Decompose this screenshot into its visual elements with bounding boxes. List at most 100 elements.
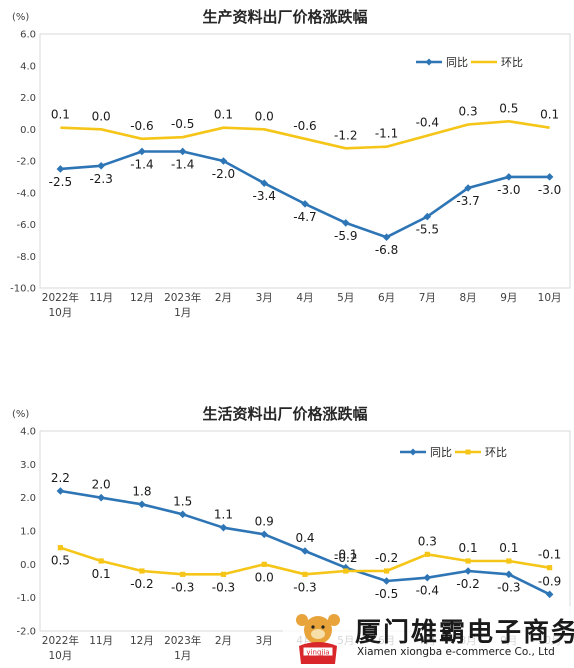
data-label: -1.2 bbox=[334, 128, 357, 142]
data-label: -2.5 bbox=[49, 175, 72, 189]
data-point-marker bbox=[423, 212, 432, 221]
data-label: 2.2 bbox=[51, 471, 70, 485]
x-tick-label: 2月 bbox=[215, 292, 232, 304]
data-point-marker bbox=[56, 165, 65, 173]
data-point-marker bbox=[505, 570, 513, 579]
data-label: -0.5 bbox=[375, 587, 398, 601]
data-label: -0.3 bbox=[171, 580, 194, 594]
data-label: -3.0 bbox=[497, 183, 520, 197]
data-point-marker bbox=[260, 179, 269, 188]
data-point-marker bbox=[301, 200, 309, 208]
x-tick-label: 11月 bbox=[89, 292, 113, 304]
data-point-marker bbox=[178, 147, 187, 156]
data-label: 0.1 bbox=[499, 541, 518, 555]
data-label: 0.9 bbox=[255, 514, 274, 528]
data-label: 0.4 bbox=[295, 531, 314, 545]
x-tick-label: 8月 bbox=[459, 292, 476, 304]
watermark: yingjia 厦门雄霸电子商务 Xiamen xiongba e-commer… bbox=[283, 606, 574, 668]
data-label: -0.4 bbox=[416, 584, 439, 598]
x-tick-label: 2022年 bbox=[42, 291, 79, 304]
data-point-marker bbox=[261, 561, 267, 567]
data-point-marker bbox=[382, 233, 391, 241]
y-tick-label: 0.0 bbox=[20, 125, 36, 136]
y-tick-label: 3.0 bbox=[20, 460, 36, 471]
x-tick-label: 6月 bbox=[378, 292, 395, 304]
y-tick-label: -2.0 bbox=[16, 157, 36, 168]
data-label: 1.5 bbox=[173, 494, 192, 508]
y-tick-label: 6.0 bbox=[20, 30, 36, 41]
y-tick-label: 4.0 bbox=[20, 427, 36, 438]
data-point-marker bbox=[341, 219, 350, 227]
data-label: -3.4 bbox=[253, 189, 276, 203]
data-point-marker bbox=[423, 573, 432, 582]
data-label: -1.1 bbox=[375, 127, 398, 141]
y-tick-label: -8.0 bbox=[16, 252, 36, 263]
y-axis-unit: (%) bbox=[12, 12, 29, 23]
legend-marker bbox=[465, 449, 471, 455]
data-label: -0.6 bbox=[130, 119, 153, 133]
data-label: -0.2 bbox=[334, 551, 357, 565]
data-label: -5.9 bbox=[334, 229, 357, 243]
data-point-marker bbox=[424, 551, 430, 557]
y-tick-label: -2.0 bbox=[16, 627, 36, 638]
data-point-marker bbox=[547, 565, 553, 571]
data-label: -6.8 bbox=[375, 243, 398, 257]
data-point-marker bbox=[302, 571, 308, 577]
x-tick-label: 10月 bbox=[48, 307, 72, 319]
y-tick-label: 0.0 bbox=[20, 560, 36, 571]
data-label: 0.5 bbox=[499, 101, 518, 115]
logo-text: yingjia bbox=[306, 649, 329, 657]
data-label: -0.3 bbox=[212, 580, 235, 594]
mascot-logo-icon: yingjia bbox=[296, 614, 340, 664]
data-label: 0.1 bbox=[459, 541, 478, 555]
x-tick-label: 7月 bbox=[419, 292, 436, 304]
data-label: -0.1 bbox=[334, 548, 357, 562]
plot-area-1 bbox=[39, 33, 571, 289]
data-label: -2.0 bbox=[212, 167, 235, 181]
data-point-marker bbox=[56, 487, 65, 495]
data-point-marker bbox=[383, 568, 390, 574]
data-label: 0.3 bbox=[418, 534, 437, 548]
y-tick-label: -6.0 bbox=[16, 220, 36, 231]
data-label: -1.4 bbox=[171, 157, 194, 171]
x-tick-label: 4月 bbox=[296, 292, 313, 304]
data-label: -0.2 bbox=[456, 577, 479, 591]
x-tick-label: 12月 bbox=[130, 292, 154, 304]
data-point-marker bbox=[545, 590, 554, 599]
x-tick-label: 11月 bbox=[89, 635, 113, 647]
data-point-marker bbox=[57, 545, 63, 551]
data-label: -0.1 bbox=[538, 548, 561, 562]
data-point-marker bbox=[178, 510, 187, 519]
x-tick-label: 1月 bbox=[174, 650, 191, 662]
x-tick-label: 3月 bbox=[256, 635, 273, 647]
data-point-marker bbox=[545, 173, 554, 181]
data-label: -2.3 bbox=[89, 172, 112, 186]
data-point-marker bbox=[98, 558, 104, 564]
legend-marker bbox=[409, 448, 417, 456]
chart-title: 生产资料出厂价格涨跌幅 bbox=[202, 8, 367, 26]
data-point-marker bbox=[260, 530, 269, 539]
company-name-en: Xiamen xiongba e-commerce Co., Ltd bbox=[357, 646, 555, 658]
data-point-marker bbox=[301, 547, 309, 555]
data-point-marker bbox=[138, 147, 146, 156]
chart-title: 生活资料出厂价格涨跌幅 bbox=[202, 405, 367, 423]
data-label: -0.5 bbox=[171, 117, 194, 131]
legend-label: 环比 bbox=[485, 446, 507, 459]
series-line-mom bbox=[60, 120, 550, 150]
data-label: -1.4 bbox=[130, 157, 153, 171]
data-label: 1.1 bbox=[214, 508, 233, 522]
data-label: -3.7 bbox=[456, 194, 479, 208]
legend-label: 同比 bbox=[430, 446, 452, 459]
y-tick-label: 2.0 bbox=[20, 93, 36, 104]
x-tick-label: 5月 bbox=[337, 292, 354, 304]
x-tick-label: 10月 bbox=[48, 650, 72, 662]
data-label: 0.5 bbox=[51, 554, 70, 568]
data-label: -3.0 bbox=[538, 183, 561, 197]
data-point-marker bbox=[465, 558, 471, 564]
data-label: -0.6 bbox=[293, 119, 316, 133]
data-label: -0.2 bbox=[130, 577, 153, 591]
x-tick-label: 9月 bbox=[500, 292, 517, 304]
y-axis-unit: (%) bbox=[12, 409, 29, 420]
x-tick-label: 12月 bbox=[130, 635, 154, 647]
